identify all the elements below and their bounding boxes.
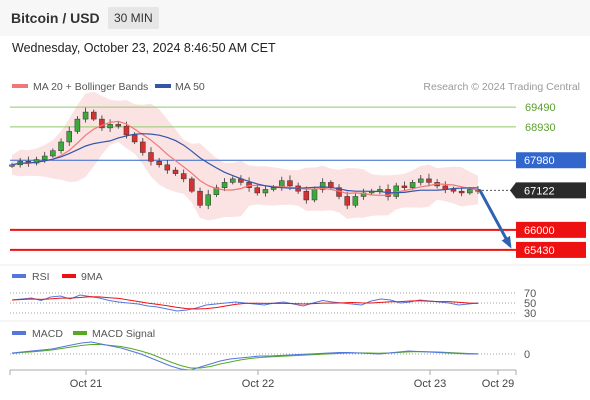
rsi-level-label: 30 <box>524 308 536 320</box>
candle-body <box>91 111 97 120</box>
candle-body <box>66 131 72 143</box>
candle-body <box>50 150 56 157</box>
macd-zero-label: 0 <box>524 349 530 361</box>
candle-body <box>140 141 146 153</box>
price-levels: 69490 68930 67980 66000 65430 <box>10 102 586 258</box>
current-price-marker: 67122 <box>478 182 586 199</box>
ma50-line <box>11 133 478 194</box>
candle-body <box>344 196 350 206</box>
rsi-level-label: 50 <box>524 298 536 310</box>
candle-body <box>180 173 187 180</box>
candle-body <box>426 178 432 183</box>
level-label-support: 66000 <box>524 225 555 237</box>
x-tick-label: Oct 23 <box>414 378 446 390</box>
timestamp: Wednesday, October 23, 2024 8:46:50 AM C… <box>12 41 276 55</box>
candle-body <box>303 190 310 201</box>
candle-body <box>221 182 228 188</box>
chart-header: Bitcoin / USD 30 MIN <box>0 0 590 36</box>
candle-body <box>115 124 122 127</box>
candle-body <box>467 189 473 194</box>
current-price-label: 67122 <box>524 185 555 197</box>
candle-body <box>458 190 465 194</box>
rsi-ma-legend-label: 9MA <box>81 271 103 283</box>
candle-body <box>254 187 261 194</box>
forecast-arrow <box>478 189 512 249</box>
candle-body <box>287 180 293 187</box>
ma20-legend-label: MA 20 + Bollinger Bands <box>33 81 148 93</box>
candle-body <box>213 187 220 195</box>
candle-body <box>189 178 195 192</box>
candle-body <box>148 152 154 162</box>
ma50-legend-swatch <box>155 84 171 88</box>
macd-panel: 0 <box>10 341 530 371</box>
x-tick-label: Oct 22 <box>242 378 274 390</box>
forecast-arrow-shaft <box>478 189 512 247</box>
research-credit: Research © 2024 Trading Central <box>423 81 580 93</box>
level-label-pivot: 67980 <box>524 155 555 167</box>
macd-signal-line <box>11 343 479 369</box>
candle-body <box>74 118 81 132</box>
moving-averages <box>11 120 479 196</box>
level-tag-pivot <box>516 152 586 169</box>
candle-body <box>99 118 105 129</box>
instrument-title: Bitcoin / USD <box>11 10 100 26</box>
candle-body <box>164 164 171 171</box>
bollinger-band-fill <box>12 91 478 221</box>
macd-line <box>11 341 478 371</box>
candle-body <box>9 164 15 167</box>
candle-body <box>262 189 269 194</box>
level-label-resistance: 68930 <box>525 122 556 134</box>
candle-body <box>319 182 326 190</box>
rsi-legend-swatch <box>12 274 26 278</box>
candle-body <box>352 196 359 206</box>
level-label-resistance: 69490 <box>525 102 556 114</box>
candle-body <box>107 124 113 129</box>
candle-body <box>131 134 138 143</box>
rsi-ma-line <box>11 296 479 310</box>
candle-body <box>401 185 408 188</box>
ma20-line <box>11 120 479 196</box>
candle-body <box>172 169 179 174</box>
rsi-legend-label: RSI <box>32 271 50 283</box>
level-tag-support <box>516 221 586 238</box>
level-label-support: 65430 <box>524 245 555 257</box>
candle-body <box>418 178 424 183</box>
candle-body <box>58 141 64 151</box>
macd-signal-legend-label: MACD Signal <box>92 328 155 340</box>
bollinger-bands <box>12 91 478 221</box>
macd-legend-label: MACD <box>32 328 63 340</box>
x-tick-label: Oct 29 <box>482 378 514 390</box>
candle-body <box>197 190 203 206</box>
ma20-legend-swatch <box>12 84 28 88</box>
candle-body <box>229 178 236 183</box>
x-tick-label: Oct 21 <box>70 378 102 390</box>
rsi-level-label: 70 <box>524 288 536 300</box>
macd-legend-swatch <box>12 331 26 335</box>
candle-body <box>450 189 457 192</box>
rsi-ma-legend-swatch <box>62 274 76 278</box>
x-axis: Oct 21 Oct 22 Oct 23 Oct 29 <box>9 370 517 390</box>
current-price-tag <box>510 182 586 199</box>
candle-body <box>311 189 318 201</box>
candle-body <box>409 182 416 188</box>
forecast-arrow-head <box>501 235 512 249</box>
level-tag-support <box>516 241 586 258</box>
candle-body <box>82 111 89 120</box>
candle-body <box>41 155 48 160</box>
ma50-legend-label: MA 50 <box>175 81 205 93</box>
interval-selector[interactable]: 30 MIN <box>108 7 159 29</box>
candle-body <box>270 187 277 190</box>
macd-signal-legend-swatch <box>73 331 87 335</box>
candle-body <box>123 125 130 136</box>
candle-body <box>156 161 162 166</box>
candle-body <box>205 194 211 206</box>
